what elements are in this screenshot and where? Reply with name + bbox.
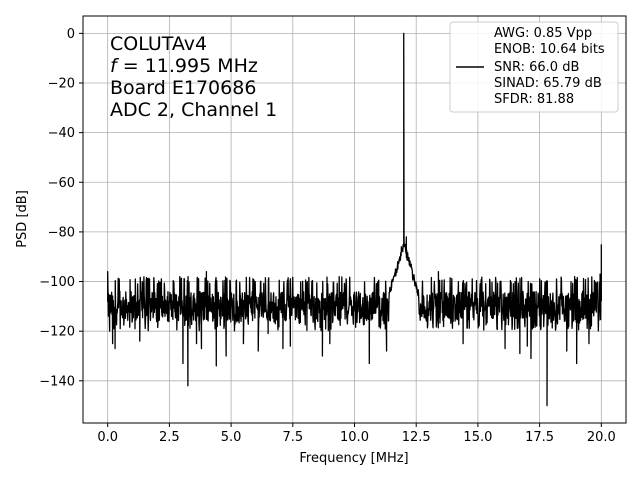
legend-box [449, 21, 619, 113]
legend-enob: ENOB: 10.64 bits [494, 42, 605, 57]
x-tick-label: 7.5 [282, 430, 303, 445]
annotation-block: COLUTAv4 f = 11.995 MHz Board E170686 AD… [110, 33, 277, 121]
y-tick-label: −100 [39, 275, 75, 290]
y-tick-label: −80 [48, 225, 75, 240]
x-tick-label: 17.5 [525, 430, 554, 445]
x-tick-label: 20.0 [587, 430, 616, 445]
x-axis-label: Frequency [MHz] [299, 451, 408, 466]
psd-series-line [107, 32, 602, 407]
legend-snr: SNR: 66.0 dB [494, 60, 579, 75]
annotation-frequency: f = 11.995 MHz [110, 55, 258, 77]
x-axis: 0.0 2.5 5.0 7.5 10.0 12.5 15.0 17.5 20.0 [97, 423, 616, 445]
x-tick-label: 12.5 [402, 430, 431, 445]
y-axis-label: PSD [dB] [15, 190, 30, 248]
x-tick-label: 10.0 [340, 430, 369, 445]
annotation-chip-name: COLUTAv4 [110, 33, 207, 55]
annotation-board: Board E170686 [110, 77, 256, 99]
y-axis: 0 −20 −40 −60 −80 −100 −120 −140 [39, 27, 83, 389]
y-tick-label: −40 [48, 126, 75, 141]
x-tick-label: 2.5 [159, 430, 180, 445]
annotation-channel: ADC 2, Channel 1 [110, 99, 277, 121]
x-tick-label: 15.0 [463, 430, 492, 445]
x-tick-label: 0.0 [97, 430, 118, 445]
legend-sinad: SINAD: 65.79 dB [494, 76, 602, 91]
x-tick-label: 5.0 [221, 430, 242, 445]
y-tick-label: −20 [48, 77, 75, 92]
y-tick-label: −120 [39, 325, 75, 340]
legend: AWG: 0.85 Vpp ENOB: 10.64 bits SNR: 66.0… [449, 21, 619, 113]
y-tick-label: −60 [48, 176, 75, 191]
legend-awg: AWG: 0.85 Vpp [494, 26, 592, 41]
series-layer [107, 32, 602, 407]
y-tick-label: −140 [39, 374, 75, 389]
y-tick-label: 0 [67, 27, 75, 42]
legend-sfdr: SFDR: 81.88 [494, 92, 574, 107]
